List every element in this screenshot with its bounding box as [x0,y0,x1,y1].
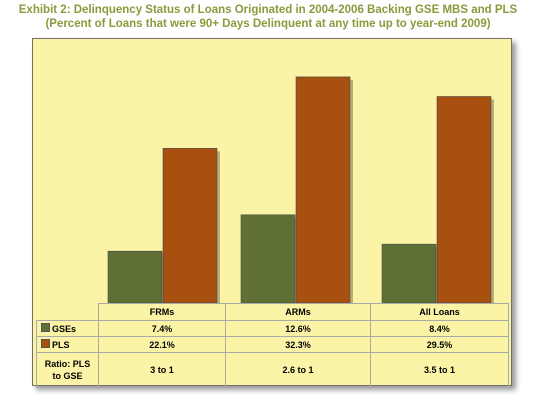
pls-bar [162,148,218,303]
ratio-row-label: Ratio: PLS to GSE [36,352,99,388]
pls-swatch [41,339,50,348]
ratio-value: 3 to 1 [98,352,226,388]
category-label: FRMs [98,303,226,321]
data-label: 29.5% [370,336,509,353]
data-label: 12.6% [225,320,371,337]
chart-subtitle: (Percent of Loans that were 90+ Days Del… [45,18,491,30]
series-name: PLS [52,340,70,350]
legend-gse: GSEs [36,320,99,337]
bar-plot [107,76,494,303]
data-label: 22.1% [98,336,226,353]
ratio-value: 2.6 to 1 [225,352,371,388]
gse-bar [381,243,437,303]
data-label: 7.4% [98,320,226,337]
data-label: 8.4% [370,320,509,337]
data-label: 32.3% [225,336,371,353]
gse-swatch [41,323,50,332]
data-table: FRMs ARMs All Loans GSEs 7.4% 12.6% 8.4%… [36,303,509,388]
chart-title: Exhibit 2: Delinquency Status of Loans O… [18,4,518,16]
category-label: ARMs [225,303,371,321]
table-corner [36,303,99,321]
legend-pls: PLS [36,336,99,353]
gse-bar [240,214,296,303]
chart-panel: FRMs ARMs All Loans GSEs 7.4% 12.6% 8.4%… [32,38,512,388]
pls-bar [295,76,351,303]
series-name: GSEs [52,324,77,334]
pls-bar [436,96,492,303]
category-label: All Loans [370,303,509,321]
ratio-label-line1: Ratio: PLS [44,359,91,369]
ratio-label-line2: to GSE [52,371,83,381]
ratio-value: 3.5 to 1 [370,352,509,388]
gse-bar [107,250,163,303]
